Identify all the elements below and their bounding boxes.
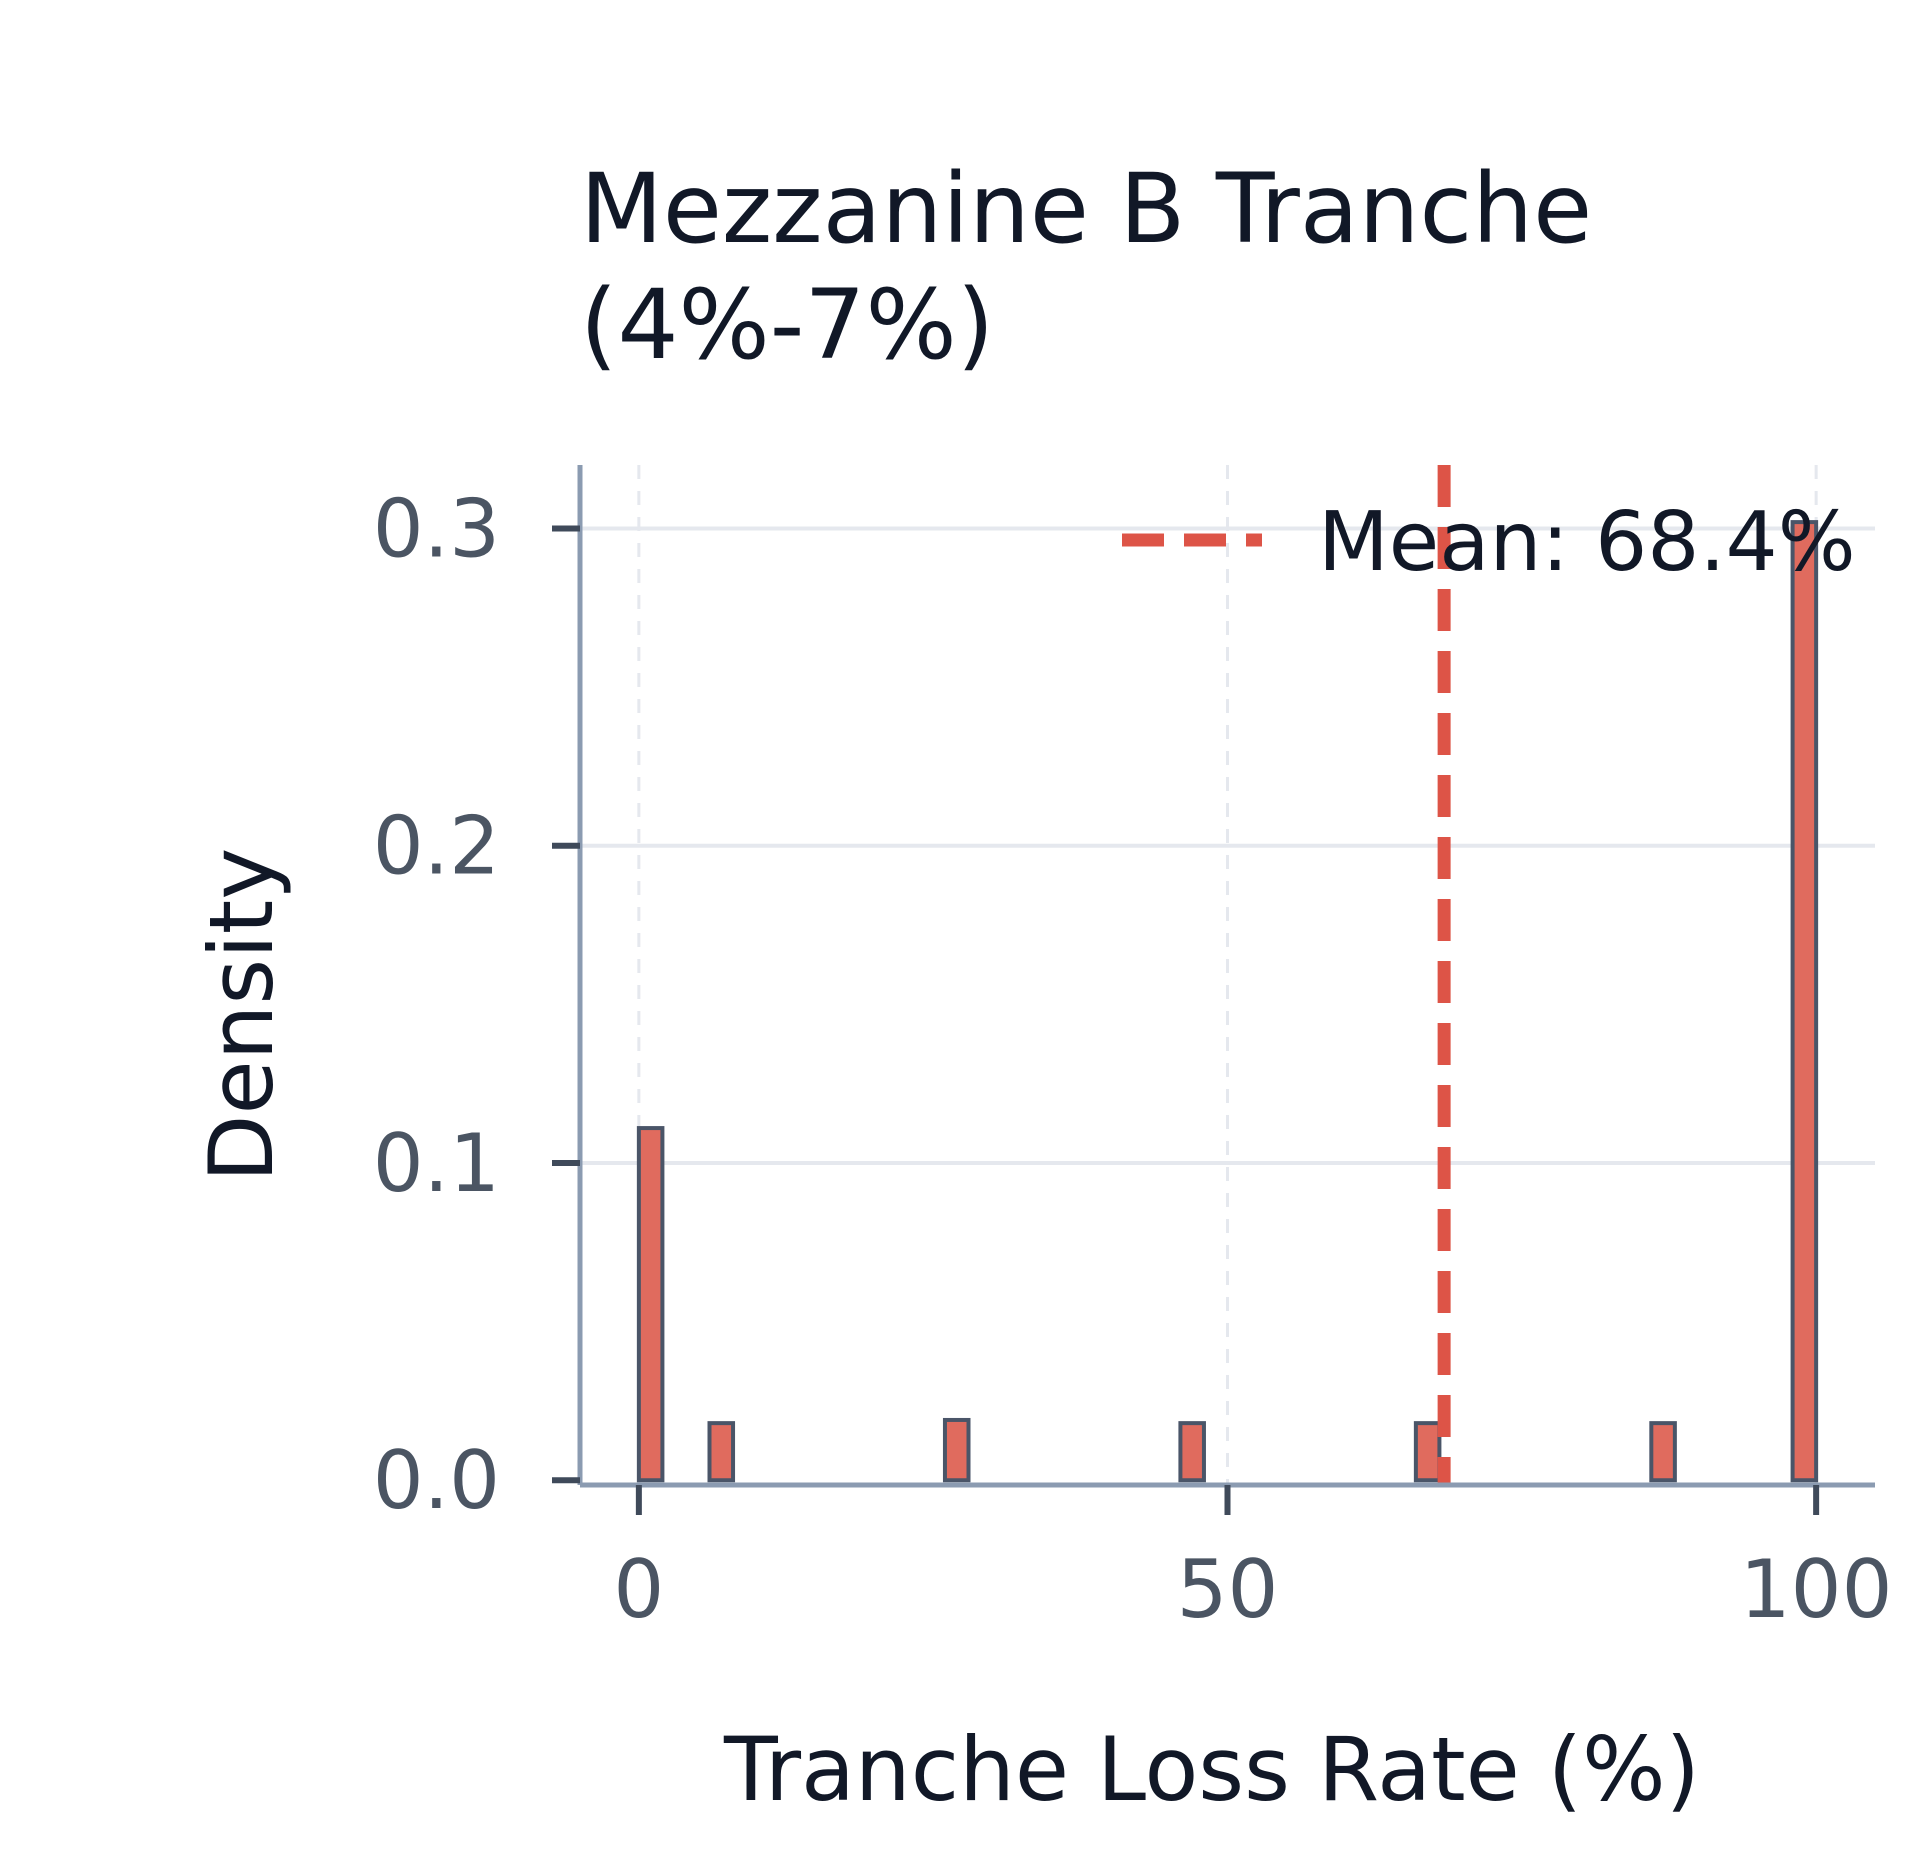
chart-title-line-2: (4%-7%) bbox=[580, 269, 994, 381]
x-tick-label-0: 0 bbox=[613, 1543, 664, 1636]
y-tick-label-1: 0.1 bbox=[373, 1117, 500, 1210]
x-tick-label-1: 50 bbox=[1177, 1543, 1279, 1636]
grid bbox=[580, 465, 1875, 1485]
histogram-bar-0 bbox=[636, 1126, 665, 1483]
histogram-bar-2 bbox=[942, 1417, 971, 1483]
histogram-bar-3 bbox=[1178, 1421, 1206, 1483]
histogram-bar-5 bbox=[1649, 1421, 1677, 1483]
legend-mean-label: Mean: 68.4% bbox=[1318, 495, 1856, 590]
histogram-bars bbox=[636, 520, 1819, 1483]
x-tick-label-2: 100 bbox=[1740, 1543, 1893, 1636]
histogram-bar-4 bbox=[1413, 1421, 1442, 1483]
legend: Mean: 68.4% bbox=[1122, 495, 1856, 590]
chart-title: Mezzanine B Tranche (4%-7%) bbox=[580, 153, 1592, 381]
y-tick-label-0: 0.0 bbox=[373, 1434, 500, 1527]
y-tick-label-2: 0.2 bbox=[373, 800, 500, 893]
tick-labels: 0.0 0.1 0.2 0.3 0 50 100 bbox=[373, 482, 1893, 1636]
y-axis-label: Density bbox=[190, 848, 293, 1183]
x-axis-label: Tranche Loss Rate (%) bbox=[723, 1718, 1700, 1821]
histogram-bar-1 bbox=[707, 1421, 736, 1483]
y-tick-label-3: 0.3 bbox=[373, 482, 500, 575]
chart-title-line-1: Mezzanine B Tranche bbox=[580, 153, 1592, 265]
histogram-bar-6 bbox=[1790, 520, 1819, 1483]
